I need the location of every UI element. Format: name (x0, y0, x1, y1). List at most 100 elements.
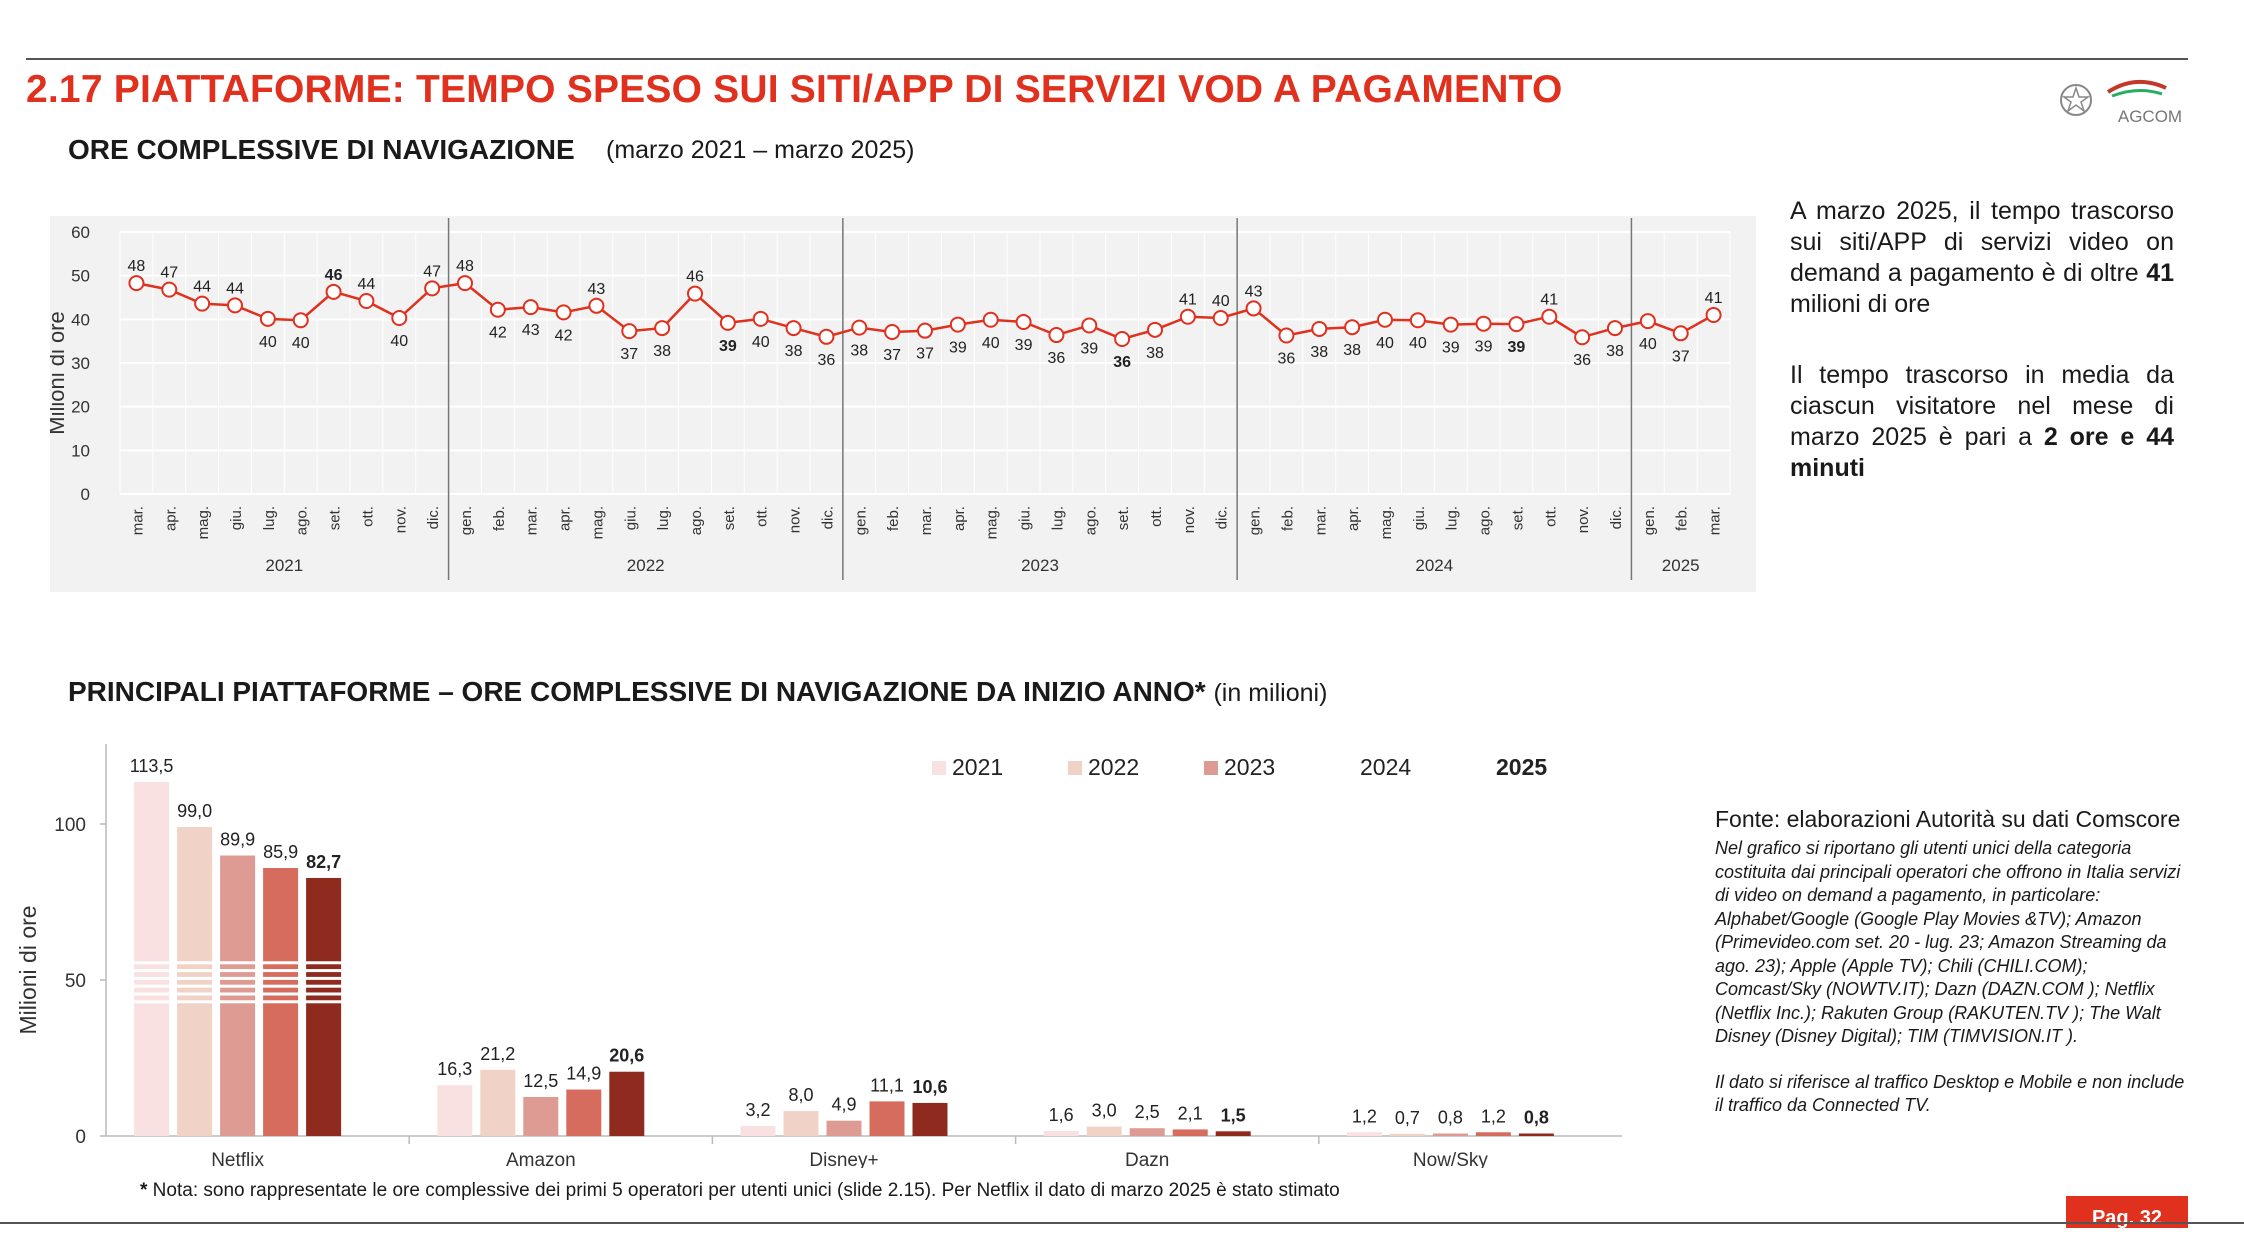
month-label: apr. (162, 506, 179, 531)
data-point (851, 319, 868, 336)
bar (220, 855, 256, 1136)
month-label: gen. (1641, 506, 1658, 535)
legend-swatch (1340, 761, 1354, 775)
data-label: 39 (1508, 339, 1526, 356)
year-label-2022: 2022 (627, 556, 665, 575)
data-point (555, 304, 572, 321)
month-label: set. (1509, 506, 1526, 530)
data-label: 41 (1540, 292, 1558, 309)
month-label: set. (327, 506, 344, 530)
year-label-2021: 2021 (265, 556, 303, 575)
month-label: giu. (1017, 506, 1034, 530)
data-point (1409, 312, 1426, 329)
data-point (194, 295, 211, 312)
data-label: 47 (423, 263, 441, 280)
data-label: 39 (949, 340, 967, 357)
month-label: mag. (984, 506, 1001, 539)
month-label: ott. (359, 506, 376, 527)
month-label: nov. (1575, 506, 1592, 533)
y-tick-label: 100 (54, 815, 86, 836)
bar (1172, 1129, 1208, 1136)
month-label: mar. (1312, 506, 1329, 535)
data-point (1442, 316, 1459, 333)
data-point (785, 320, 802, 337)
month-label: lug. (1444, 506, 1461, 530)
legend-swatch (1204, 761, 1218, 775)
month-label: giu. (1411, 506, 1428, 530)
data-label: 38 (1310, 344, 1328, 361)
month-label: ago. (688, 506, 705, 535)
bar-value-label: 14,9 (566, 1064, 601, 1084)
data-label: 40 (1376, 335, 1394, 352)
month-label: ott. (1148, 506, 1165, 527)
data-point (752, 310, 769, 327)
data-label: 48 (456, 258, 474, 275)
data-point (1212, 310, 1229, 327)
month-label: gen. (1247, 506, 1264, 535)
month-label: mag. (589, 506, 606, 539)
bar (740, 1126, 776, 1136)
bar (1043, 1131, 1079, 1136)
year-label-2023: 2023 (1021, 556, 1059, 575)
data-label: 46 (686, 269, 704, 286)
axis-break-stripe (130, 1000, 346, 1004)
data-point (1672, 325, 1689, 342)
data-point (917, 322, 933, 339)
data-point (128, 275, 145, 292)
data-point (687, 285, 703, 302)
month-label: gen. (458, 506, 475, 535)
bar (783, 1111, 819, 1136)
axis-break-stripe (130, 984, 346, 988)
data-label: 40 (752, 334, 770, 351)
bar (1389, 1133, 1425, 1136)
month-label: gen. (852, 506, 869, 535)
bar-value-label: 113,5 (130, 756, 174, 776)
y-tick-label: 10 (71, 441, 90, 460)
bar-value-label: 2,1 (1178, 1103, 1203, 1123)
data-label: 36 (818, 352, 836, 369)
data-label: 40 (1639, 336, 1657, 353)
data-label: 48 (128, 258, 146, 275)
year-label-2024: 2024 (1415, 556, 1453, 575)
section1-subtitle: (marzo 2021 – marzo 2025) (606, 136, 915, 164)
bar-value-label: 89,9 (220, 830, 255, 850)
data-point (1639, 313, 1656, 330)
data-point (1245, 300, 1262, 317)
data-point (259, 310, 276, 327)
bar-value-label: 1,2 (1481, 1106, 1506, 1126)
bar (826, 1120, 862, 1136)
data-label: 40 (390, 333, 408, 350)
data-point (391, 310, 408, 327)
italian-emblem-icon (2060, 84, 2092, 116)
bar (566, 1089, 602, 1136)
month-label: feb. (1279, 506, 1296, 531)
bottom-divider (0, 1222, 2244, 1224)
bar-value-label: 21,2 (480, 1044, 515, 1064)
month-label: lug. (261, 506, 278, 530)
month-label: feb. (885, 506, 902, 531)
bar (1432, 1133, 1468, 1136)
data-point (457, 275, 473, 292)
category-label: Amazon (506, 1150, 576, 1168)
month-label: set. (1115, 506, 1132, 530)
month-label: ago. (1477, 506, 1494, 535)
data-point (1081, 317, 1098, 334)
month-label: lug. (1049, 506, 1066, 530)
month-label: mar. (524, 506, 541, 535)
data-point (325, 283, 342, 300)
data-point (1311, 320, 1328, 337)
bar (1518, 1133, 1554, 1136)
month-label: set. (721, 506, 738, 530)
month-label: ago. (1082, 506, 1099, 535)
data-label: 38 (785, 343, 803, 360)
bar-value-label: 99,0 (177, 801, 212, 821)
data-label: 36 (1113, 354, 1131, 371)
month-label: nov. (1181, 506, 1198, 533)
data-label: 36 (1048, 350, 1066, 367)
source-description: Nel grafico si riportano gli utenti unic… (1715, 838, 2185, 1115)
bar (1086, 1126, 1122, 1136)
data-label: 37 (916, 346, 934, 363)
category-label: Disney+ (809, 1150, 878, 1168)
y-tick-label: 50 (65, 971, 86, 992)
note-paragraph-2: Il tempo trascorso in media da ciascun v… (1790, 361, 2175, 482)
